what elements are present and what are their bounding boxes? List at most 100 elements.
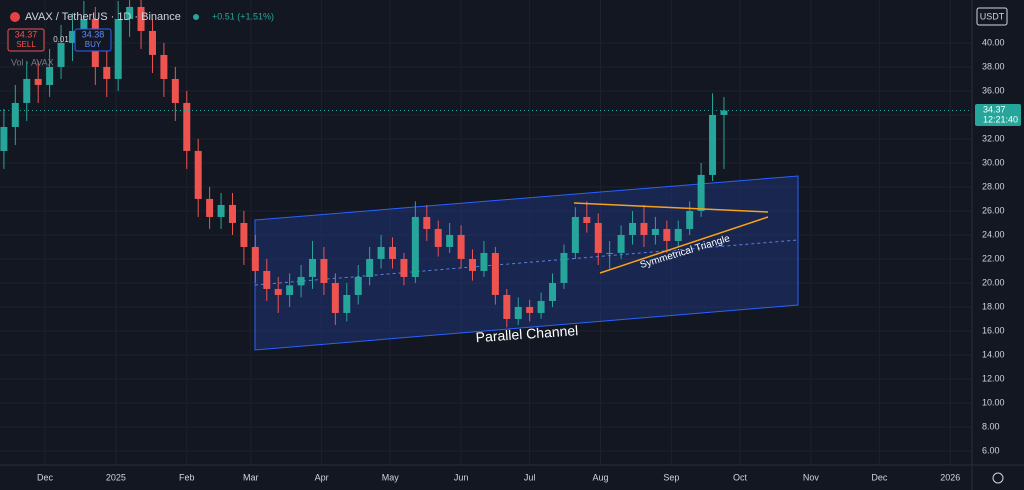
change: +0.51 (+1.51%) [212, 11, 274, 21]
x-tick-label: Apr [315, 472, 329, 482]
candle-body [400, 258, 408, 277]
candle-body [571, 216, 579, 253]
y-tick-label: 18.00 [982, 301, 1005, 311]
candle-body [11, 102, 19, 127]
candle-body [457, 234, 465, 259]
candle-body [240, 222, 248, 247]
buy-button[interactable] [74, 28, 112, 52]
candle-body [217, 204, 225, 217]
candle-body [480, 252, 488, 271]
candle-body [228, 204, 236, 223]
candle-body [103, 66, 111, 79]
candle-body [0, 126, 8, 151]
candle-body [308, 258, 316, 277]
y-tick-label: 6.00 [982, 445, 1000, 455]
candle-body [720, 110, 728, 115]
price-axis [972, 0, 1024, 490]
sell-button[interactable] [7, 28, 45, 52]
candle-body [537, 300, 545, 313]
x-tick-label: May [382, 472, 400, 482]
price-tag [975, 104, 1021, 126]
candle-body [617, 234, 625, 253]
candle-body [366, 258, 374, 277]
candle-body [606, 252, 614, 254]
x-tick-label: Feb [179, 472, 195, 482]
candle-body [491, 252, 499, 295]
y-tick-label: 30.00 [982, 157, 1005, 167]
candle-body [697, 174, 705, 211]
candles [0, 0, 972, 328]
candle-body [560, 252, 568, 283]
y-tick-label: 24.00 [982, 229, 1005, 239]
candle-body [583, 216, 591, 223]
volume-label: Vol · AVAX [11, 57, 54, 67]
candle-body [80, 18, 88, 31]
candle-body [423, 216, 431, 229]
candle-body [377, 246, 385, 259]
sell-label: SELL [16, 40, 36, 49]
candle-body [320, 258, 328, 283]
candle-body [709, 114, 717, 175]
candle-body [549, 282, 557, 301]
y-tick-label: 12.00 [982, 373, 1005, 383]
candle-body [68, 30, 76, 43]
x-tick-label: Jul [524, 472, 536, 482]
candle-body [286, 285, 294, 295]
candle-body [663, 228, 671, 241]
status-dot [193, 14, 199, 20]
spread: 0.01 [53, 35, 69, 44]
y-tick-label: 20.00 [982, 277, 1005, 287]
y-tick-label: 22.00 [982, 253, 1005, 263]
x-tick-label: Jun [454, 472, 469, 482]
y-tick-label: 14.00 [982, 349, 1005, 359]
candle-body [594, 222, 602, 253]
candle-body [194, 150, 202, 199]
candle-body [331, 282, 339, 313]
candle-body [23, 78, 31, 103]
candle-body [57, 42, 65, 67]
y-tick-label: 28.00 [982, 181, 1005, 191]
buy-price: 34.38 [82, 29, 105, 39]
x-tick-label: Sep [663, 472, 679, 482]
x-tick-label: 2025 [106, 472, 126, 482]
candle-body [526, 306, 534, 313]
y-tick-label: 10.00 [982, 397, 1005, 407]
y-tick-label: 26.00 [982, 205, 1005, 215]
candle-body [297, 276, 305, 286]
x-tick-label: Oct [733, 472, 748, 482]
candle-body [674, 228, 682, 241]
candle-body [434, 228, 442, 247]
candle-body [114, 18, 122, 79]
candle-body [503, 294, 511, 319]
settings-icon[interactable] [992, 472, 1004, 484]
currency-box[interactable] [976, 7, 1008, 26]
candle-body [446, 234, 454, 247]
candle-body [126, 6, 134, 19]
symbol-icon [10, 12, 20, 22]
y-tick-label: 32.00 [982, 133, 1005, 143]
candle-body [629, 222, 637, 235]
candle-body [274, 288, 282, 295]
candle-body [686, 210, 694, 229]
y-tick-label: 38.00 [982, 61, 1005, 71]
candle-body [354, 276, 362, 295]
candle-body [148, 30, 156, 55]
candle-body [343, 294, 351, 313]
channel-midline [254, 239, 799, 286]
candle-body [411, 216, 419, 277]
y-tick-label: 36.00 [982, 85, 1005, 95]
axes: 6.00 8.00 10.00 12.00 14.00 16.00 18.00 20.00 22… [37, 37, 1005, 482]
y-tick-label: 40.00 [982, 37, 1005, 47]
x-tick-label: Aug [593, 472, 609, 482]
candle-body [263, 270, 271, 289]
x-tick-label: Mar [243, 472, 259, 482]
candle-body [46, 66, 54, 85]
x-tick-label: Dec [871, 472, 888, 482]
currency: USDT [980, 11, 1005, 21]
sell-price: 34.37 [15, 29, 38, 39]
candle-body [651, 228, 659, 235]
x-tick-label: Dec [37, 472, 54, 482]
candle-body [389, 246, 397, 259]
candle-body [137, 6, 145, 31]
